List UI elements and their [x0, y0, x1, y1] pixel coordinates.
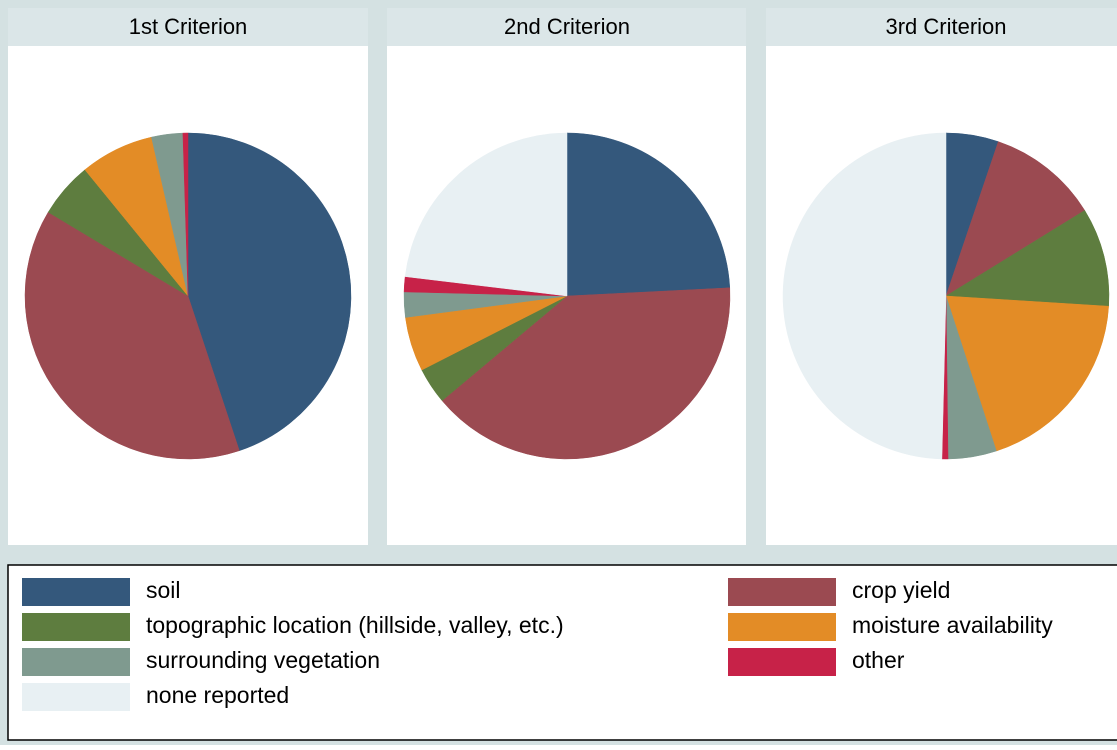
legend-swatch	[728, 648, 836, 676]
legend-label: soil	[146, 577, 181, 603]
pie-slice	[441, 287, 731, 460]
pie-slice	[945, 141, 1086, 297]
legend-swatch	[22, 648, 130, 676]
pie-slice	[187, 132, 352, 452]
legend-swatch	[22, 613, 130, 641]
pie-slice	[404, 132, 568, 297]
panel-title: 3rd Criterion	[885, 14, 1006, 39]
legend-label: none reported	[146, 682, 289, 708]
legend-label: surrounding vegetation	[146, 647, 380, 673]
legend-box	[7, 564, 1117, 741]
pie-slice	[782, 132, 947, 460]
pie-slice	[182, 132, 189, 297]
legend-label: crop yield	[852, 577, 950, 603]
pie-slice	[945, 295, 1109, 452]
legend-label: other	[852, 647, 905, 673]
legend-swatch	[728, 578, 836, 606]
legend-label: moisture availability	[852, 612, 1053, 638]
pie-slice	[24, 211, 240, 460]
legend-swatch	[728, 613, 836, 641]
panel-header	[8, 8, 368, 46]
legend-label: topographic location (hillside, valley, …	[146, 612, 564, 638]
panel-header	[766, 8, 1117, 46]
pie-slice	[566, 132, 731, 297]
pie-slice	[945, 210, 1110, 307]
legend-swatch	[22, 578, 130, 606]
panel-title: 2nd Criterion	[504, 14, 630, 39]
panel-header	[387, 8, 746, 46]
legend-swatch	[22, 683, 130, 711]
panel-title: 1st Criterion	[129, 14, 248, 39]
